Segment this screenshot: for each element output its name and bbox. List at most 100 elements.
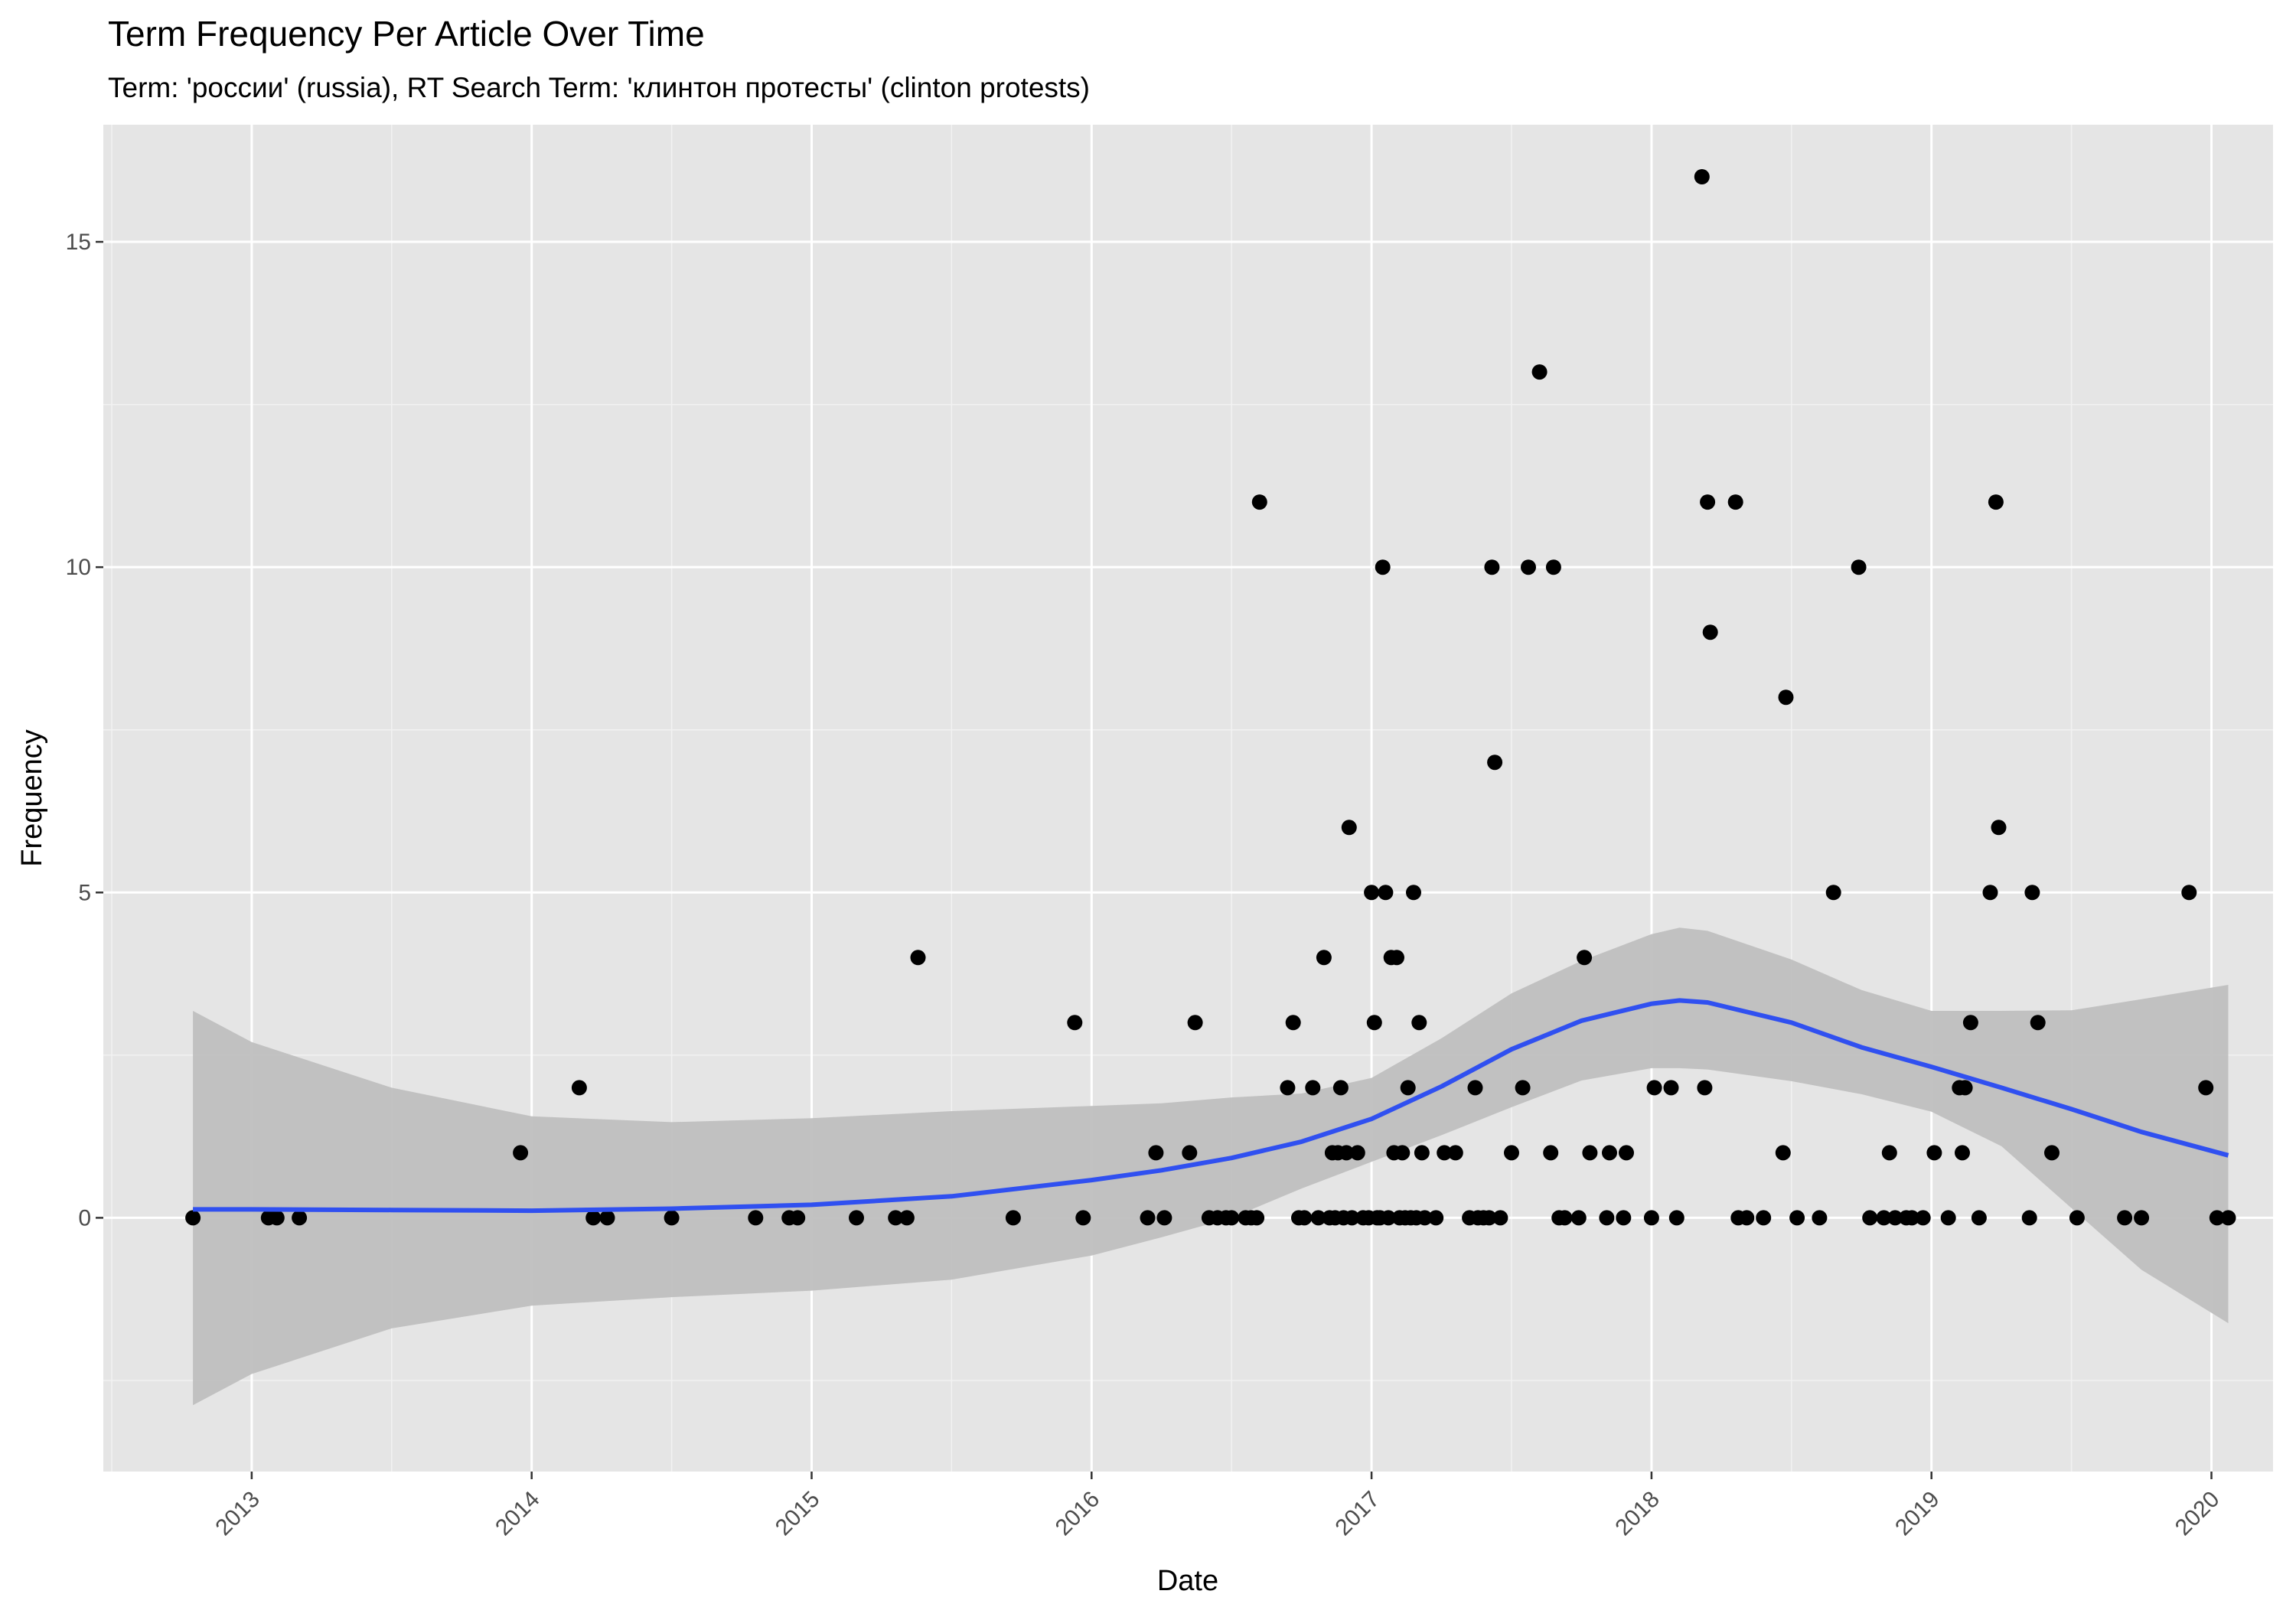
data-point [2069,1210,2085,1226]
data-point [1280,1080,1296,1096]
data-point [1775,1145,1791,1161]
data-point [790,1210,806,1226]
data-point [2181,885,2197,901]
data-point [1557,1210,1573,1226]
data-point [1694,169,1710,184]
data-point [269,1210,285,1226]
data-point [1187,1015,1203,1031]
data-point [1156,1210,1172,1226]
data-point [1075,1210,1091,1226]
data-point [2198,1080,2214,1096]
data-point [1582,1145,1598,1161]
data-point [1545,559,1561,575]
data-point [1339,1145,1355,1161]
data-point [1915,1210,1931,1226]
data-point [888,1210,904,1226]
data-point [1375,559,1391,575]
data-point [1296,1210,1313,1226]
data-point [1251,494,1267,510]
x-tick-label: 2016 [1051,1487,1105,1541]
data-point [1467,1080,1483,1096]
y-tick-label: 0 [78,1205,91,1231]
data-point [1727,494,1743,510]
data-point [1414,1145,1430,1161]
data-point [1668,1210,1684,1226]
data-point [2024,885,2040,901]
data-point [1988,494,2004,510]
x-tick-label: 2017 [1331,1487,1385,1541]
data-point [1570,1210,1587,1226]
x-axis-title: Date [1157,1565,1218,1597]
data-point [2209,1210,2225,1226]
data-point [1332,1080,1349,1096]
data-point [1484,559,1500,575]
data-point [1643,1210,1659,1226]
data-point [2134,1210,2150,1226]
x-tick-label: 2019 [1890,1487,1945,1541]
data-point [2117,1210,2133,1226]
data-point [1492,1210,1508,1226]
data-point [1305,1080,1321,1096]
data-point [1940,1210,1956,1226]
data-point [1812,1210,1828,1226]
data-point [1697,1080,1713,1096]
data-point [849,1210,864,1226]
data-point [1789,1210,1805,1226]
data-point [1285,1015,1301,1031]
data-point [1599,1210,1615,1226]
data-point [1378,885,1394,901]
data-point [1778,689,1794,706]
data-point [1140,1210,1156,1226]
chart-subtitle: Term: 'россии' (russia), RT Search Term:… [108,72,1090,103]
data-point [664,1210,680,1226]
data-point [1543,1145,1559,1161]
data-point [1344,1210,1360,1226]
smooth-trend-line [193,998,2229,1214]
data-point [571,1080,587,1096]
data-point [1481,1210,1497,1226]
data-point [1991,820,2007,836]
confidence-band [193,927,2229,1406]
data-point [1756,1210,1772,1226]
data-point [1417,1210,1433,1226]
data-point [1428,1210,1444,1226]
data-point [1881,1145,1897,1161]
y-tick-label: 5 [78,880,91,905]
y-tick-label: 10 [66,555,91,580]
y-tick-label: 15 [66,230,91,255]
data-point [1148,1145,1164,1161]
data-point [1887,1210,1903,1226]
data-points [185,169,2236,1226]
data-point [899,1210,915,1226]
data-point [1487,755,1503,771]
data-point [585,1210,602,1226]
data-point [1411,1015,1427,1031]
data-point [1825,885,1841,901]
data-point [1394,1145,1411,1161]
data-point [1224,1210,1240,1226]
data-point [1400,1080,1416,1096]
data-point [1531,364,1548,380]
data-point [185,1210,201,1226]
chart-title: Term Frequency Per Article Over Time [108,14,705,54]
data-point [1619,1145,1634,1161]
data-point [1862,1210,1878,1226]
data-point [1515,1080,1531,1096]
data-point [748,1210,764,1226]
data-point [1646,1080,1662,1096]
data-point [1182,1145,1198,1161]
data-point [1447,1145,1463,1161]
data-point [1389,950,1404,966]
data-point [2220,1210,2236,1226]
x-tick-label: 2018 [1610,1487,1665,1541]
x-axis: 2013 2014 2015 2016 2017 2018 2019 2020 [210,1472,2224,1540]
x-tick-label: 2015 [771,1487,825,1541]
data-point [910,950,926,966]
x-tick-label: 2020 [2170,1487,2225,1541]
data-point [1851,559,1867,575]
data-point [1067,1015,1083,1031]
data-point [1702,624,1718,641]
data-point [1876,1210,1892,1226]
data-point [1971,1210,1987,1226]
data-point [1577,950,1593,966]
